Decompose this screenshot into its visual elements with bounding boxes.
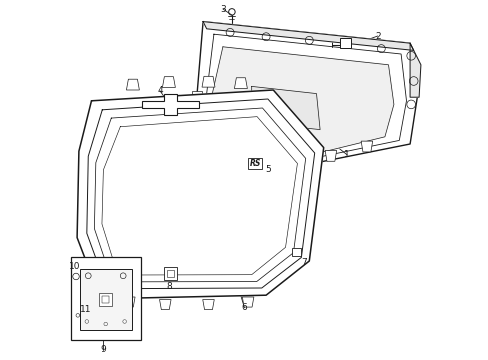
Polygon shape bbox=[325, 150, 336, 161]
Text: 3: 3 bbox=[220, 5, 225, 14]
Polygon shape bbox=[251, 86, 320, 130]
Polygon shape bbox=[409, 43, 420, 97]
Polygon shape bbox=[196, 22, 416, 166]
Polygon shape bbox=[202, 76, 215, 87]
Polygon shape bbox=[220, 144, 232, 155]
Text: 7: 7 bbox=[301, 258, 306, 267]
Polygon shape bbox=[159, 300, 171, 310]
Bar bbox=[80, 269, 132, 330]
Text: 11: 11 bbox=[80, 305, 92, 314]
Text: 8: 8 bbox=[166, 282, 172, 291]
Text: 2: 2 bbox=[374, 32, 380, 41]
Text: 9: 9 bbox=[100, 346, 106, 354]
Polygon shape bbox=[192, 91, 202, 103]
Polygon shape bbox=[242, 297, 253, 307]
Polygon shape bbox=[162, 77, 175, 87]
Polygon shape bbox=[142, 94, 199, 115]
Polygon shape bbox=[361, 141, 372, 152]
Bar bbox=[164, 267, 177, 280]
Polygon shape bbox=[190, 113, 200, 125]
Text: RS: RS bbox=[249, 159, 261, 168]
Polygon shape bbox=[210, 47, 393, 157]
Polygon shape bbox=[203, 300, 214, 310]
Bar bbox=[291, 248, 301, 256]
Bar bbox=[71, 257, 141, 340]
Polygon shape bbox=[234, 78, 247, 89]
Bar bbox=[102, 296, 109, 303]
Text: 4: 4 bbox=[157, 86, 163, 95]
Polygon shape bbox=[123, 297, 135, 307]
Text: 5: 5 bbox=[264, 165, 270, 174]
Polygon shape bbox=[77, 90, 323, 299]
Polygon shape bbox=[203, 22, 413, 50]
Bar bbox=[167, 270, 174, 277]
Text: 1: 1 bbox=[344, 150, 349, 159]
Text: 6: 6 bbox=[241, 303, 247, 312]
Bar bbox=[99, 293, 112, 306]
Polygon shape bbox=[126, 79, 139, 90]
Polygon shape bbox=[287, 156, 298, 167]
Text: 10: 10 bbox=[69, 262, 80, 271]
Polygon shape bbox=[253, 156, 264, 166]
Bar bbox=[339, 38, 350, 48]
